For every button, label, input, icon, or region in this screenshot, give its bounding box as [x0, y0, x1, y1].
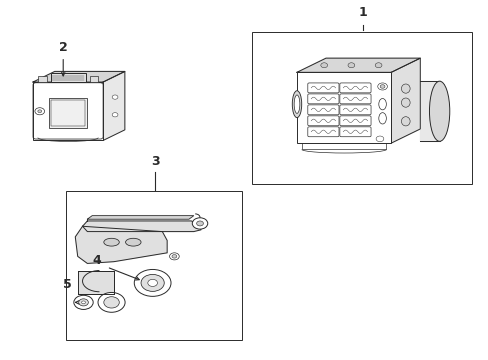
Text: 3: 3 — [150, 155, 159, 168]
Ellipse shape — [401, 98, 409, 107]
Bar — [251, 32, 471, 184]
Bar — [296, 72, 390, 143]
FancyBboxPatch shape — [339, 127, 370, 137]
Circle shape — [38, 110, 41, 113]
Bar — [33, 82, 103, 140]
Polygon shape — [82, 221, 201, 231]
Circle shape — [374, 63, 381, 68]
FancyBboxPatch shape — [307, 127, 338, 137]
FancyBboxPatch shape — [307, 83, 338, 93]
Circle shape — [172, 255, 177, 258]
Circle shape — [169, 253, 179, 260]
Circle shape — [112, 95, 118, 99]
Circle shape — [134, 269, 171, 296]
FancyBboxPatch shape — [339, 116, 370, 126]
Bar — [65, 191, 242, 339]
FancyBboxPatch shape — [339, 105, 370, 115]
Circle shape — [98, 292, 125, 312]
Text: 5: 5 — [63, 278, 72, 291]
Circle shape — [379, 85, 384, 88]
Bar — [49, 98, 87, 127]
Bar — [51, 100, 85, 126]
Circle shape — [81, 301, 85, 304]
FancyBboxPatch shape — [339, 83, 370, 93]
Circle shape — [196, 221, 203, 226]
Ellipse shape — [378, 99, 386, 110]
Polygon shape — [33, 71, 124, 82]
Ellipse shape — [294, 95, 299, 113]
Ellipse shape — [103, 238, 119, 246]
FancyBboxPatch shape — [339, 94, 370, 104]
Polygon shape — [87, 216, 193, 219]
Polygon shape — [103, 71, 124, 140]
Circle shape — [192, 218, 207, 229]
Text: 4: 4 — [93, 254, 101, 267]
Circle shape — [347, 63, 354, 68]
Circle shape — [147, 279, 157, 287]
Bar — [78, 270, 114, 293]
Polygon shape — [390, 58, 419, 143]
Ellipse shape — [125, 238, 141, 246]
Circle shape — [35, 108, 44, 115]
Polygon shape — [419, 81, 439, 141]
Bar — [89, 76, 98, 82]
Circle shape — [79, 299, 88, 306]
FancyBboxPatch shape — [307, 94, 338, 104]
Ellipse shape — [401, 84, 409, 93]
Polygon shape — [296, 58, 419, 72]
Circle shape — [320, 63, 327, 68]
Ellipse shape — [378, 113, 386, 124]
Bar — [50, 73, 85, 82]
Ellipse shape — [428, 81, 449, 141]
Polygon shape — [75, 226, 167, 264]
FancyBboxPatch shape — [307, 116, 338, 126]
Bar — [38, 76, 46, 82]
Circle shape — [375, 136, 383, 142]
Ellipse shape — [401, 117, 409, 126]
Circle shape — [74, 295, 93, 310]
Circle shape — [103, 297, 119, 308]
Circle shape — [141, 274, 164, 291]
FancyBboxPatch shape — [307, 105, 338, 115]
Text: 2: 2 — [59, 41, 67, 54]
Text: 1: 1 — [358, 6, 366, 19]
Circle shape — [112, 113, 118, 117]
Circle shape — [377, 83, 386, 90]
Ellipse shape — [292, 91, 301, 118]
